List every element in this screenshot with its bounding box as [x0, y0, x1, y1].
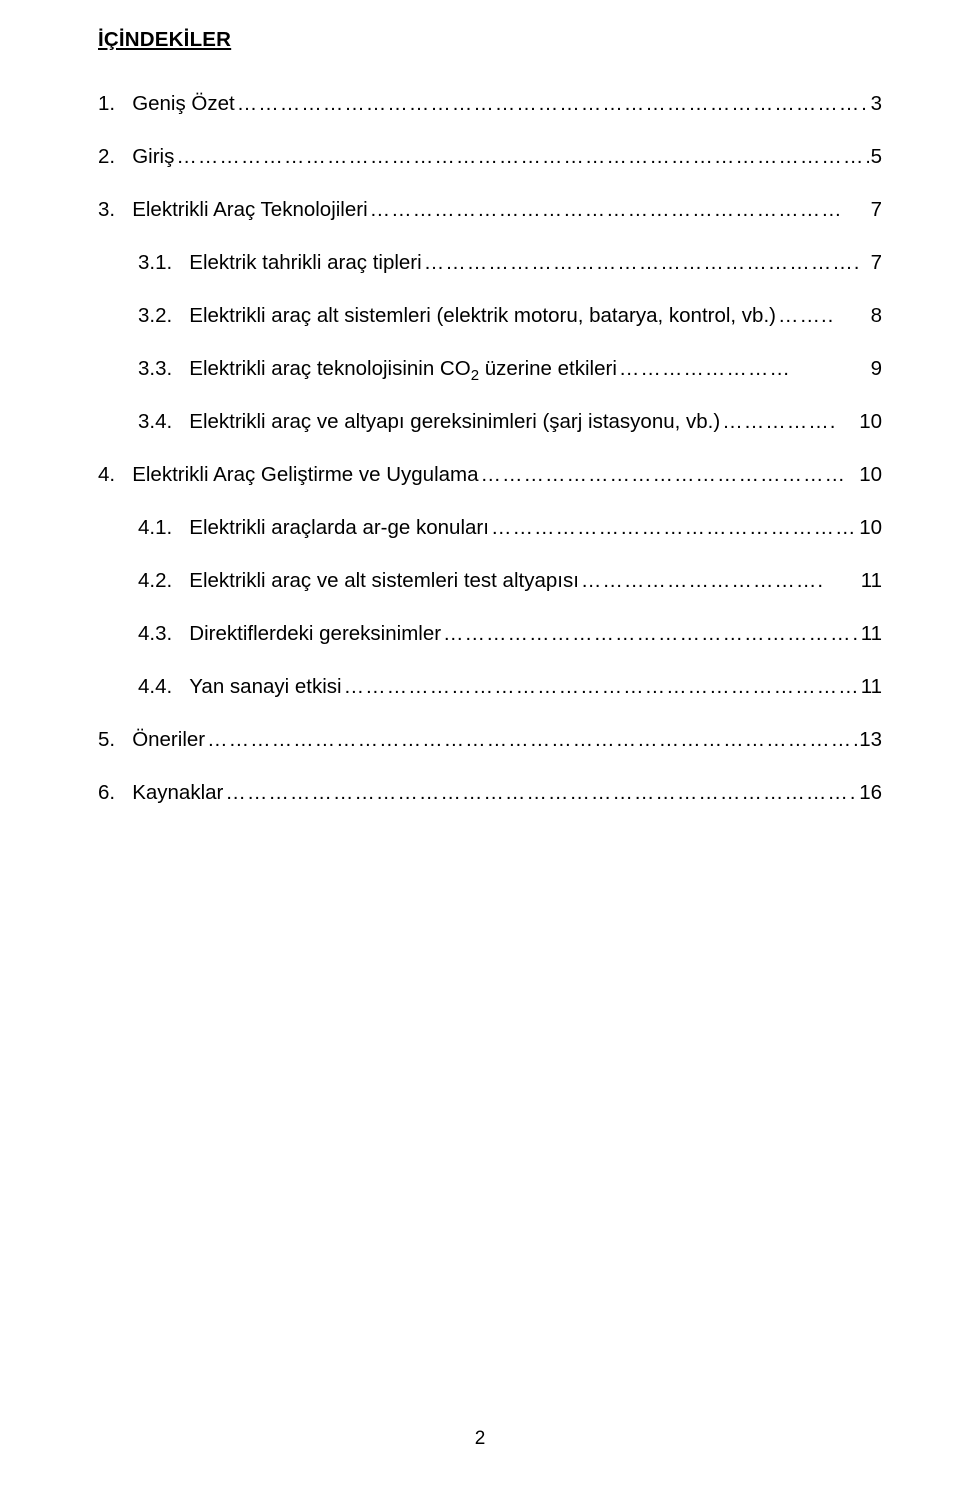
- toc-label: Elektrik tahrikli araç tipleri: [189, 251, 421, 275]
- toc-number: 3.3.: [138, 357, 189, 381]
- toc-number: 2.: [98, 145, 132, 169]
- toc-number: 5.: [98, 728, 132, 752]
- toc-number: 3.1.: [138, 251, 189, 275]
- toc-row: 6. Kaynaklar …………………………………………………………………………: [98, 781, 882, 805]
- toc-row: 4.4. Yan sanayi etkisi ………………………………………………: [98, 675, 882, 699]
- toc-label: Elektrikli Araç Teknolojileri: [132, 198, 367, 222]
- toc-page: 16: [859, 781, 882, 805]
- toc-row: 3.3. Elektrikli araç teknolojisinin CO2 …: [98, 357, 882, 381]
- toc-leader: …………………………….: [581, 569, 859, 593]
- toc-row: 4.2. Elektrikli araç ve alt sistemleri t…: [98, 569, 882, 593]
- toc-row: 5. Öneriler ……………………………………………………………………………: [98, 728, 882, 752]
- toc-page: 10: [859, 410, 882, 434]
- toc-label: Kaynaklar: [132, 781, 223, 805]
- toc-number: 3.4.: [138, 410, 189, 434]
- toc-row: 4.3. Direktiflerdeki gereksinimler ………………: [98, 622, 882, 646]
- toc-row: 2. Giriş ……………………………………………………………………………………: [98, 145, 882, 169]
- toc-label: Elektrikli Araç Geliştirme ve Uygulama: [132, 463, 478, 487]
- toc-page: 11: [861, 675, 882, 699]
- toc-leader: ……………………………………………………...: [443, 622, 859, 646]
- toc-number: 4.2.: [138, 569, 189, 593]
- toc-row: 4.1. Elektrikli araçlarda ar-ge konuları…: [98, 516, 882, 540]
- toc-row: 3.4. Elektrikli araç ve altyapı gereksin…: [98, 410, 882, 434]
- page-number: 2: [0, 1428, 960, 1450]
- toc-list: 1. Geniş Özet ………………………………………………………………………: [98, 92, 882, 805]
- toc-leader: ……………………………………………………………………………………: [237, 92, 869, 116]
- toc-label: Yan sanayi etkisi: [189, 675, 341, 699]
- toc-leader: …………………………………………………………………………………………: [207, 728, 857, 752]
- toc-row: 3.2. Elektrikli araç alt sistemleri (ele…: [98, 304, 882, 328]
- toc-leader: ……………………………………………………………………: [344, 675, 859, 699]
- toc-label: Geniş Özet: [132, 92, 235, 116]
- toc-page: 10: [859, 516, 882, 540]
- toc-row: 1. Geniş Özet ………………………………………………………………………: [98, 92, 882, 116]
- toc-page: 7: [871, 251, 882, 275]
- toc-leader: ……………………………………………: [481, 463, 858, 487]
- toc-label: Giriş: [132, 145, 174, 169]
- toc-number: 4.4.: [138, 675, 189, 699]
- toc-title: İÇİNDEKİLER: [98, 28, 882, 52]
- toc-leader: …………………………………………………….: [424, 251, 869, 275]
- toc-label: Elektrikli araçlarda ar-ge konuları: [189, 516, 489, 540]
- toc-number: 1.: [98, 92, 132, 116]
- toc-label: Elektrikli araç ve alt sistemleri test a…: [189, 569, 579, 593]
- toc-number: 3.2.: [138, 304, 189, 328]
- toc-number: 4.3.: [138, 622, 189, 646]
- toc-leader: ……..: [778, 304, 869, 328]
- toc-leader: ………………………………………………………………………………………………..: [176, 145, 868, 169]
- toc-number: 4.: [98, 463, 132, 487]
- toc-page: 13: [859, 728, 882, 752]
- toc-leader: ………………………………………………………………………………………: [225, 781, 857, 805]
- toc-leader: …………….: [722, 410, 857, 434]
- toc-page: 3: [871, 92, 882, 116]
- toc-page: 9: [871, 357, 882, 381]
- toc-number: 4.1.: [138, 516, 189, 540]
- toc-page: 5: [871, 145, 882, 169]
- toc-leader: …………………………………………………………: [370, 198, 869, 222]
- toc-label: Direktiflerdeki gereksinimler: [189, 622, 441, 646]
- toc-label: Elektrikli araç teknolojisinin CO2 üzeri…: [189, 357, 617, 381]
- toc-page: 8: [871, 304, 882, 328]
- toc-number: 6.: [98, 781, 132, 805]
- toc-label: Elektrikli araç alt sistemleri (elektrik…: [189, 304, 776, 328]
- toc-leader: ……………………: [619, 357, 869, 381]
- toc-page: 11: [861, 622, 882, 646]
- toc-number: 3.: [98, 198, 132, 222]
- toc-page: 11: [861, 569, 882, 593]
- toc-row: 4. Elektrikli Araç Geliştirme ve Uygulam…: [98, 463, 882, 487]
- toc-row: 3. Elektrikli Araç Teknolojileri ……………………: [98, 198, 882, 222]
- toc-row: 3.1. Elektrik tahrikli araç tipleri ……………: [98, 251, 882, 275]
- toc-leader: …………………………………………….: [491, 516, 857, 540]
- toc-label: Öneriler: [132, 728, 205, 752]
- toc-label: Elektrikli araç ve altyapı gereksinimler…: [189, 410, 720, 434]
- toc-page: 10: [859, 463, 882, 487]
- toc-page: 7: [871, 198, 882, 222]
